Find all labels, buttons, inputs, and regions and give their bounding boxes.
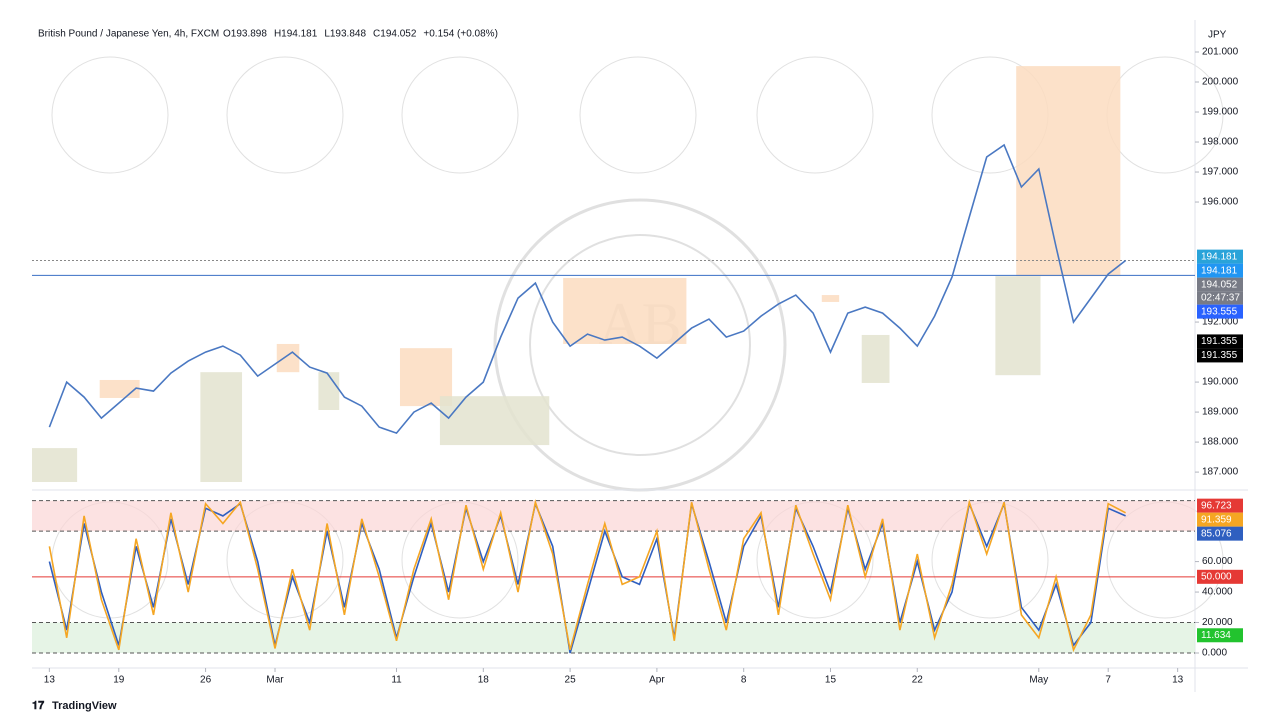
zone [563,277,687,344]
ohlc-value: L193.848 [324,29,366,40]
price-label: 50.000 [1201,571,1232,582]
y-tick-label: 187.000 [1202,467,1239,478]
y-tick-label: 189.000 [1202,407,1239,418]
y-tick-label: 188.000 [1202,437,1239,448]
zone [32,448,78,482]
y-tick-label: 20.000 [1202,617,1233,628]
x-tick-label: 13 [1172,675,1184,686]
x-tick-label: 15 [825,675,837,686]
y-tick-label: 199.000 [1202,107,1239,118]
zone [821,295,840,302]
x-tick-label: Apr [649,675,665,686]
price-label: 194.181 [1201,251,1238,262]
countdown: 02:47:37 [1201,292,1240,303]
price-label-box [1197,263,1243,278]
price-label-box [1197,526,1243,541]
x-tick-label: 18 [478,675,490,686]
y-tick-label: 197.000 [1202,167,1239,178]
x-tick-label: 22 [912,675,924,686]
price-label-box [1197,277,1243,292]
x-tick-label: 19 [113,675,125,686]
x-tick-label: 11 [391,675,402,686]
y-tick-label: 192.000 [1202,317,1239,328]
price-label: 194.052 [1201,279,1238,290]
x-tick-label: 26 [200,675,212,686]
ohlc-value: O193.898 [223,29,267,40]
y-tick-label: 201.000 [1202,47,1239,58]
y-tick-label: 190.000 [1202,377,1239,388]
x-tick-label: May [1029,675,1048,686]
price-label-box [1197,304,1243,319]
zone [861,334,890,383]
y-tick-label: 198.000 [1202,137,1239,148]
price-label: 91.359 [1201,514,1232,525]
x-tick-label: 13 [44,675,56,686]
y-tick-label: 60.000 [1202,556,1233,567]
x-tick-label: 7 [1105,675,1111,686]
zone [318,372,340,410]
zone [1016,66,1121,277]
price-label-box [1197,512,1243,527]
zone [439,396,550,446]
ohlc-value: C194.052 [373,29,417,40]
price-label-box [1197,569,1243,584]
zone [276,343,300,373]
price-label-box [1197,348,1243,363]
price-label: 96.723 [1201,500,1232,511]
price-label-box [1197,628,1243,643]
band [32,500,1195,532]
countdown-box [1197,291,1243,305]
currency: JPY [1208,30,1227,41]
price-label: 85.076 [1201,528,1232,539]
band [32,622,1195,653]
price-label: 194.181 [1201,265,1238,276]
price-label: 191.355 [1201,336,1238,347]
price-label: 11.634 [1201,630,1231,641]
x-tick-label: 8 [741,675,747,686]
footer-brand: TradingView [52,700,117,712]
x-tick-label: Mar [266,675,284,686]
series-line [48,499,1126,653]
series-line [48,143,1127,435]
zone [99,379,140,398]
y-tick-label: 196.000 [1202,197,1239,208]
price-label: 191.355 [1201,350,1238,361]
price-label-box [1197,249,1243,264]
y-tick-label: 0.000 [1202,648,1227,659]
y-tick-label: 40.000 [1202,587,1233,598]
price-label-box [1197,498,1243,513]
price-label-box [1197,334,1243,349]
ohlc-value: H194.181 [274,29,318,40]
price-label: 193.555 [1201,306,1238,317]
footer-logo: 𝟏𝟕 [32,700,45,712]
x-tick-label: 25 [565,675,577,686]
y-tick-label: 200.000 [1202,77,1239,88]
zone [995,276,1041,376]
symbol: British Pound / Japanese Yen, 4h, FXCM [38,29,219,40]
zone [200,372,243,482]
ohlc-value: +0.154 (+0.08%) [423,29,498,40]
